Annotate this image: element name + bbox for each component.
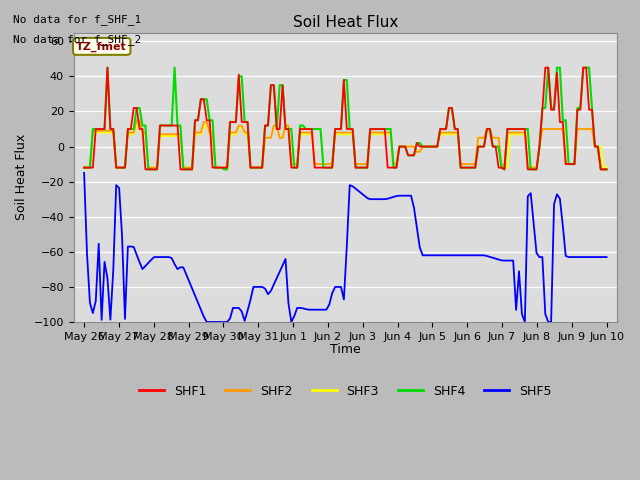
Text: No data for f_SHF_2: No data for f_SHF_2	[13, 34, 141, 45]
Title: Soil Heat Flux: Soil Heat Flux	[292, 15, 398, 30]
Legend: SHF1, SHF2, SHF3, SHF4, SHF5: SHF1, SHF2, SHF3, SHF4, SHF5	[134, 380, 556, 403]
Text: TZ_fmet: TZ_fmet	[76, 41, 127, 51]
X-axis label: Time: Time	[330, 343, 361, 356]
Text: No data for f_SHF_1: No data for f_SHF_1	[13, 14, 141, 25]
Y-axis label: Soil Heat Flux: Soil Heat Flux	[15, 134, 28, 220]
